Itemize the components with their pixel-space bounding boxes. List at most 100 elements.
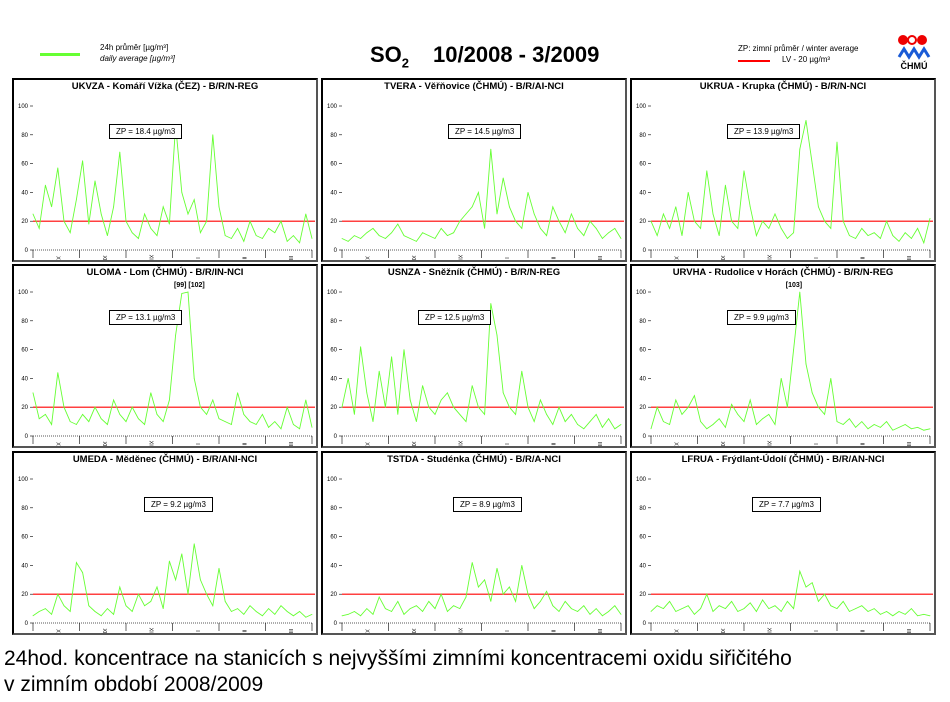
data-point bbox=[57, 593, 59, 595]
chart-panel: TSTDA - Studénka (ČHMÚ) - B/R/A-NCI 0 20 40… bbox=[321, 451, 627, 635]
data-point bbox=[193, 199, 195, 200]
month-label: III bbox=[287, 256, 293, 260]
y-tick-label: 60 bbox=[639, 162, 646, 168]
data-point bbox=[428, 601, 430, 602]
data-point bbox=[904, 613, 906, 615]
data-point bbox=[311, 238, 313, 239]
winter-average-box: ZP = 12.5 µg/m3 bbox=[418, 310, 492, 325]
month-label: III bbox=[596, 629, 602, 633]
y-tick-label: 100 bbox=[636, 477, 647, 483]
data-point bbox=[484, 414, 485, 415]
data-point bbox=[824, 220, 825, 222]
data-point bbox=[175, 579, 177, 581]
data-point bbox=[354, 235, 355, 237]
legend-daily-en: daily average [µg/m³] bbox=[100, 54, 175, 63]
series-line bbox=[650, 291, 931, 431]
month-label: III bbox=[905, 629, 911, 633]
month-label: I bbox=[812, 257, 818, 259]
data-point bbox=[546, 590, 547, 592]
data-point bbox=[82, 160, 83, 162]
data-point bbox=[583, 235, 585, 237]
data-point bbox=[712, 213, 714, 215]
title-subscript: 2 bbox=[401, 55, 410, 71]
data-point bbox=[280, 220, 282, 222]
data-point bbox=[861, 228, 863, 229]
data-point bbox=[805, 120, 807, 121]
chart-panel: UKRUA - Krupka (ČHMÚ) - B/R/N-NCI 0 20 40 60… bbox=[630, 78, 936, 262]
data-point bbox=[125, 220, 127, 222]
month-label: II bbox=[549, 256, 555, 260]
data-point bbox=[311, 613, 313, 615]
y-tick-label: 100 bbox=[636, 290, 647, 296]
data-point bbox=[107, 424, 108, 425]
data-point bbox=[69, 421, 71, 422]
chart-title: UKRUA - Krupka (ČHMÚ) - B/R/N-NCI bbox=[699, 81, 867, 92]
series-line bbox=[32, 543, 313, 618]
data-point bbox=[131, 611, 133, 612]
data-point bbox=[687, 605, 689, 607]
data-point bbox=[82, 572, 83, 573]
data-point bbox=[274, 613, 276, 615]
data-point bbox=[76, 199, 77, 200]
data-point bbox=[540, 228, 541, 229]
data-point bbox=[484, 579, 485, 581]
data-point bbox=[608, 232, 609, 234]
data-point bbox=[391, 611, 392, 612]
data-point bbox=[453, 406, 454, 408]
data-point bbox=[150, 601, 152, 602]
data-point bbox=[911, 608, 912, 609]
data-point bbox=[929, 615, 931, 617]
data-point bbox=[465, 596, 467, 598]
data-point bbox=[509, 586, 510, 588]
data-point bbox=[88, 605, 90, 607]
data-point bbox=[63, 605, 65, 607]
data-point bbox=[873, 424, 875, 425]
data-point bbox=[249, 421, 251, 422]
data-point bbox=[799, 570, 801, 572]
y-tick-label: 80 bbox=[330, 133, 337, 139]
data-point bbox=[478, 586, 479, 588]
data-point bbox=[675, 611, 677, 612]
data-point bbox=[385, 238, 386, 239]
data-point bbox=[830, 228, 832, 229]
winter-average-box: ZP = 14.5 µg/m3 bbox=[448, 124, 522, 139]
data-point bbox=[861, 605, 863, 607]
data-point bbox=[583, 428, 585, 430]
data-point bbox=[212, 605, 214, 607]
data-point bbox=[440, 399, 442, 401]
data-point bbox=[478, 192, 479, 193]
chart-panel: LFRUA - Frýdlant-Údolí (ČHMÚ) - B/R/AN-N… bbox=[630, 451, 936, 635]
data-point bbox=[669, 601, 670, 602]
data-point bbox=[409, 399, 411, 401]
data-point bbox=[299, 611, 300, 612]
y-tick-label: 20 bbox=[330, 219, 337, 225]
caption-line-1: 24hod. koncentrace na stanicích s nejvyš… bbox=[4, 647, 792, 670]
data-point bbox=[193, 543, 195, 545]
data-point bbox=[743, 608, 745, 609]
data-point bbox=[162, 608, 164, 609]
data-point bbox=[125, 605, 127, 607]
data-point bbox=[663, 421, 664, 422]
y-tick-label: 0 bbox=[334, 248, 338, 254]
data-point bbox=[768, 608, 770, 609]
y-tick-label: 80 bbox=[330, 506, 337, 512]
data-point bbox=[32, 392, 34, 394]
data-point bbox=[656, 406, 658, 408]
data-point bbox=[898, 611, 900, 612]
data-point bbox=[737, 228, 739, 229]
data-point bbox=[372, 613, 374, 615]
data-point bbox=[38, 228, 40, 229]
data-point bbox=[422, 232, 423, 234]
data-point bbox=[119, 414, 121, 415]
data-point bbox=[830, 378, 832, 379]
data-point bbox=[280, 605, 282, 607]
data-point bbox=[243, 613, 245, 615]
data-point bbox=[434, 608, 436, 609]
data-point bbox=[224, 601, 226, 602]
y-tick-label: 100 bbox=[327, 290, 338, 296]
y-tick-label: 0 bbox=[643, 434, 647, 440]
data-point bbox=[51, 206, 52, 208]
data-point bbox=[687, 192, 689, 193]
data-point bbox=[712, 611, 714, 612]
data-point bbox=[811, 582, 813, 584]
